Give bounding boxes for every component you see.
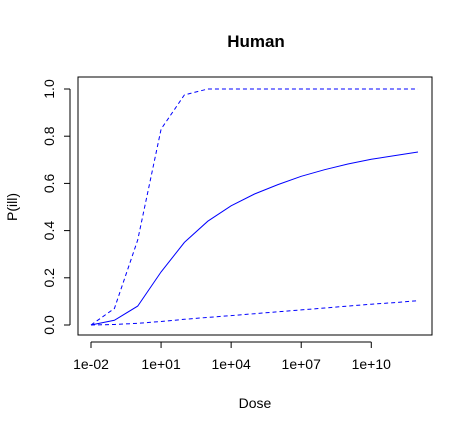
series-layer — [91, 89, 418, 325]
x-tick-label: 1e-02 — [73, 356, 109, 372]
y-tick-label: 0.0 — [41, 315, 57, 335]
plot-frame — [78, 77, 432, 335]
series-line-1 — [91, 89, 418, 325]
chart-title: Human — [227, 32, 285, 51]
series-line-2 — [91, 152, 418, 325]
y-tick-label: 0.2 — [41, 268, 57, 288]
x-tick-label: 1e+04 — [211, 356, 251, 372]
y-tick-label: 0.4 — [41, 221, 57, 241]
y-tick-label: 0.6 — [41, 173, 57, 193]
y-tick-label: 1.0 — [41, 79, 57, 99]
x-tick-label: 1e+07 — [282, 356, 322, 372]
x-tick-label: 1e+10 — [352, 356, 392, 372]
x-axis: 1e-02 1e+01 1e+04 1e+07 1e+10 — [73, 342, 391, 372]
series-line-3 — [91, 301, 418, 325]
y-axis: 0.0 0.2 0.4 0.6 0.8 1.0 — [41, 79, 70, 335]
y-tick-label: 0.8 — [41, 126, 57, 146]
x-axis-label: Dose — [239, 395, 272, 411]
y-axis-label: P(ill) — [4, 193, 20, 221]
x-tick-label: 1e+01 — [141, 356, 181, 372]
